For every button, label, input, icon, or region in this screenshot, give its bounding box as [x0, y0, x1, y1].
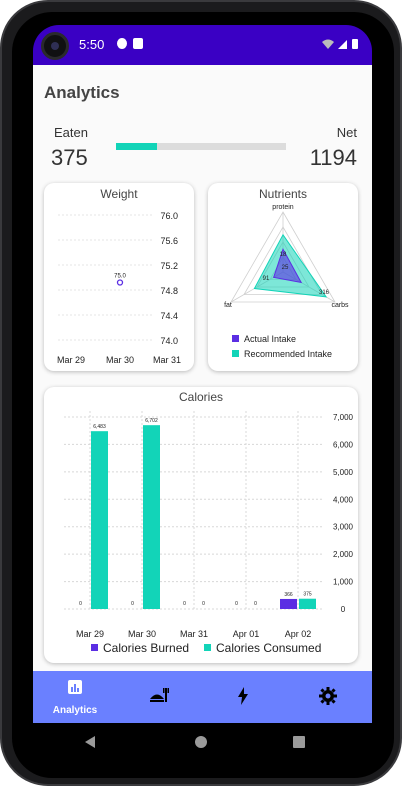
weight-card-title: Weight — [100, 187, 138, 201]
gear-icon — [319, 687, 337, 705]
calories-card-title: Calories — [178, 390, 223, 404]
radar-ring-label: 91 — [263, 276, 270, 282]
calories-y-tick: 3,000 — [333, 523, 354, 532]
calories-bar-label: 0 — [131, 601, 134, 607]
nav-analytics-label: Analytics — [52, 705, 98, 716]
calories-legend-swatch — [204, 644, 211, 651]
calorie-progress-bar — [116, 143, 286, 150]
recents-button[interactable] — [293, 736, 305, 748]
calories-bar-label: 0 — [202, 601, 205, 607]
calories-legend-swatch — [91, 644, 98, 651]
calories-bar — [91, 431, 108, 609]
system-status-icons — [322, 39, 358, 49]
eaten-value: 375 — [51, 145, 88, 170]
weight-y-tick: 75.2 — [160, 261, 178, 271]
signal-icon — [338, 40, 347, 49]
weight-y-tick: 76.0 — [160, 211, 178, 221]
calories-bar — [280, 598, 297, 609]
nutrients-legend-swatch — [232, 350, 239, 357]
radar-axis-label: fat — [224, 302, 232, 309]
calories-bar-label: 6,483 — [93, 424, 106, 430]
back-button[interactable] — [85, 736, 95, 748]
calories-bar-label: 0 — [235, 601, 238, 607]
calories-legend-label: Calories Burned — [103, 641, 189, 655]
calories-bar-label: 366 — [284, 592, 293, 598]
analytics-icon — [68, 680, 82, 694]
calories-bar-label: 6,702 — [145, 418, 158, 424]
food-icon — [150, 688, 169, 702]
calories-card[interactable]: Calories 7,000 6,000 5,000 4,000 3,000 2,000 1… — [44, 387, 358, 663]
nav-analytics[interactable]: Analytics — [33, 671, 117, 723]
battery-icon — [352, 39, 358, 49]
nutrients-legend-label: Actual Intake — [244, 334, 296, 344]
system-nav-buttons — [85, 736, 305, 748]
calories-bar-label: 375 — [303, 592, 312, 598]
nav-settings[interactable] — [285, 671, 369, 723]
nutrients-card[interactable]: Nutrients protein carbs fat 18 25 91 316 Actual… — [208, 183, 358, 371]
wifi-icon — [322, 39, 334, 49]
weight-x-tick: Mar 30 — [106, 355, 134, 365]
calories-bar — [143, 425, 160, 609]
calories-y-tick: 0 — [341, 605, 346, 614]
weight-x-tick: Mar 29 — [57, 355, 85, 365]
calories-x-tick: Mar 29 — [76, 629, 104, 639]
calories-bar-label: 0 — [79, 601, 82, 607]
weight-y-tick: 74.8 — [160, 286, 178, 296]
weight-point — [116, 279, 124, 286]
weight-x-tick: Mar 31 — [153, 355, 181, 365]
calories-x-tick: Mar 31 — [180, 629, 208, 639]
system-navigation-bar — [33, 723, 372, 765]
calories-y-tick: 4,000 — [333, 495, 354, 504]
calories-y-tick: 2,000 — [333, 550, 354, 559]
calories-bar — [299, 598, 316, 609]
status-bar: 5:50 — [33, 25, 372, 65]
radar-actual-area — [272, 247, 303, 284]
nutrients-legend-swatch — [232, 335, 239, 342]
eaten-label: Eaten — [54, 125, 88, 140]
calories-y-tick: 7,000 — [333, 413, 354, 422]
weight-chart: 76.0 75.6 75.2 74.8 74.4 74.0 Mar 29 Mar 30 Mar … — [57, 211, 181, 365]
weight-card[interactable]: Weight 76.0 75.6 75.2 74.8 74.4 74.0 Mar 29 Mar… — [44, 183, 194, 371]
front-camera — [41, 32, 69, 60]
nav-activity[interactable] — [201, 671, 285, 723]
calories-bar-label: 0 — [254, 601, 257, 607]
net-value: 1194 — [309, 145, 357, 170]
notification-icon — [117, 38, 127, 49]
bolt-icon — [238, 687, 248, 705]
nutrients-card-title: Nutrients — [258, 187, 308, 201]
weight-y-tick: 74.0 — [160, 336, 178, 346]
calories-x-tick: Mar 30 — [128, 629, 156, 639]
calories-y-tick: 6,000 — [333, 440, 354, 449]
radar-ring-label: 316 — [319, 290, 330, 296]
bottom-navigation: Analytics — [33, 671, 372, 723]
weight-y-tick: 75.6 — [160, 236, 178, 246]
radar-ring — [230, 211, 336, 303]
net-label: Net — [336, 125, 357, 140]
calorie-progress-fill — [116, 143, 157, 150]
calories-y-tick: 1,000 — [333, 578, 354, 587]
radar-ring — [243, 226, 323, 295]
radar-ring-label: 25 — [282, 265, 289, 271]
calories-x-tick: Apr 02 — [285, 629, 312, 639]
radar-ring-label: 18 — [280, 252, 287, 258]
calories-legend-label: Calories Consumed — [216, 641, 321, 655]
nav-food[interactable] — [117, 671, 201, 723]
status-time: 5:50 — [79, 37, 105, 52]
analytics-screen: Analytics Eaten 375 Net 1194 Weight 76.0… — [33, 65, 372, 671]
nutrients-radar-chart: protein carbs fat 18 25 91 316 Actual Intake Rec… — [224, 204, 349, 359]
calories-y-tick: 5,000 — [333, 468, 354, 477]
nutrients-legend-label: Recommended Intake — [244, 349, 332, 359]
weight-point-label: 75.0 — [114, 274, 126, 280]
home-button[interactable] — [195, 736, 207, 748]
screen: 5:50 Analytics Eaten 375 Net 1194 Weight… — [33, 25, 372, 765]
calories-bar-label: 0 — [183, 601, 186, 607]
radar-axis-label: protein — [272, 204, 294, 211]
calories-bar-chart: 7,000 6,000 5,000 4,000 3,000 2,000 1,000 0 Mar … — [64, 411, 354, 655]
radar-axis-label: carbs — [331, 302, 349, 309]
sd-card-icon — [133, 38, 143, 49]
weight-y-tick: 74.4 — [160, 311, 178, 321]
calories-x-tick: Apr 01 — [233, 629, 260, 639]
page-title: Analytics — [44, 83, 120, 102]
